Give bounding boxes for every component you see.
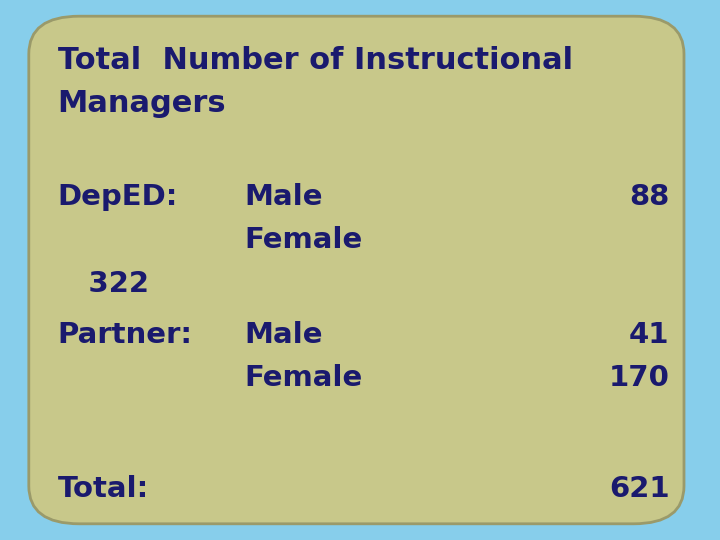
Text: Managers: Managers bbox=[58, 89, 226, 118]
Text: 621: 621 bbox=[609, 475, 670, 503]
Text: Female: Female bbox=[245, 226, 363, 254]
FancyBboxPatch shape bbox=[29, 16, 684, 524]
Text: Total  Number of Instructional: Total Number of Instructional bbox=[58, 46, 572, 75]
Text: Male: Male bbox=[245, 321, 323, 349]
Text: 170: 170 bbox=[608, 364, 670, 392]
Text: 88: 88 bbox=[629, 183, 670, 211]
Text: Total:: Total: bbox=[58, 475, 149, 503]
Text: Female: Female bbox=[245, 364, 363, 392]
Text: Male: Male bbox=[245, 183, 323, 211]
Text: 41: 41 bbox=[629, 321, 670, 349]
Text: Partner:: Partner: bbox=[58, 321, 193, 349]
Text: 322: 322 bbox=[58, 269, 148, 298]
Text: DepED:: DepED: bbox=[58, 183, 178, 211]
